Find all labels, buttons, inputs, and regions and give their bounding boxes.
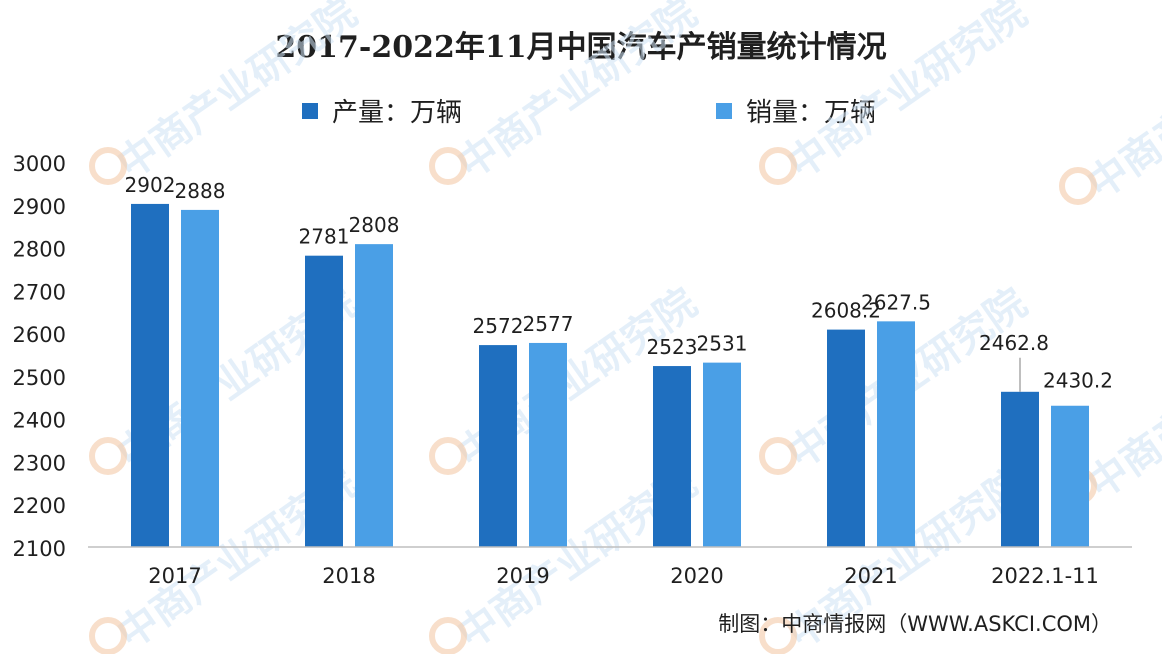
data-label-production: 2523 [647, 335, 698, 359]
data-label-production: 2781 [299, 225, 350, 249]
data-label-sales: 2531 [697, 332, 748, 356]
legend-item-sales: 销量：万辆 [716, 92, 876, 129]
watermark-logo-icon [429, 437, 467, 475]
y-tick-label: 3000 [13, 152, 66, 176]
y-tick-label: 2800 [13, 238, 66, 262]
bar-production [653, 366, 691, 547]
watermark-logo-icon [1059, 167, 1097, 205]
data-label-sales: 2430.2 [1043, 369, 1113, 393]
x-tick-label: 2022.1-11 [991, 564, 1099, 588]
bar-production [479, 345, 517, 547]
watermark-text: 中商产业研究院 [779, 0, 1035, 188]
bar-production [827, 329, 865, 547]
x-tick-label: 2021 [844, 564, 897, 588]
y-tick-label: 2900 [13, 195, 66, 219]
data-label-sales: 2577 [523, 312, 574, 336]
y-tick-label: 2300 [13, 451, 66, 475]
bar-production [305, 255, 343, 547]
watermark-logo-icon [89, 147, 127, 185]
bar-production [1001, 391, 1039, 547]
legend-swatch-production [302, 102, 318, 119]
watermark-logo-icon [759, 147, 797, 185]
data-label-sales: 2627.5 [861, 290, 931, 314]
bar-sales [529, 342, 567, 547]
y-tick-label: 2400 [13, 409, 66, 433]
watermark-text: 中商产业研究院 [449, 0, 705, 188]
data-label-sales: 2808 [349, 213, 400, 237]
x-axis: 2017 2018 2019 2020 2021 2022.1-11 [88, 546, 1132, 588]
data-label-production: 2572 [473, 314, 524, 338]
bar-sales [877, 321, 915, 547]
watermark-text: 中商产业研究院 [109, 0, 365, 188]
legend: 产量：万辆 销量：万辆 [0, 92, 1162, 132]
bars: 2902 2888 2781 2808 2572 2577 2523 2531 2608.226… [125, 173, 1113, 547]
legend-label-production: 产量：万辆 [332, 98, 463, 128]
data-label-production: 2608.2 [811, 299, 881, 323]
watermark-logo-icon [429, 147, 467, 185]
bar-sales [703, 362, 741, 547]
bar-sales [181, 209, 219, 547]
y-tick-label: 2200 [13, 494, 66, 518]
watermark-logo-icon [759, 617, 797, 654]
data-label-production: 2902 [125, 173, 176, 197]
y-tick-label: 2500 [13, 366, 66, 390]
data-label-sales: 2888 [175, 179, 226, 203]
legend-label-sales: 销量：万辆 [746, 98, 877, 128]
y-tick-label: 2100 [13, 537, 66, 561]
watermark-logo-icon [89, 617, 127, 654]
bar-sales [1051, 405, 1089, 547]
y-tick-label: 2600 [13, 323, 66, 347]
legend-swatch-sales [716, 102, 732, 119]
y-axis: 2100 2200 2300 2400 2500 2600 2700 2800 2900 3000 [13, 152, 66, 561]
x-tick-label: 2020 [670, 564, 723, 588]
chart-title: 2017-2022年11月中国汽车产销量统计情况 [275, 30, 887, 65]
x-tick-label: 2019 [496, 564, 549, 588]
y-tick-label: 2700 [13, 280, 66, 304]
watermark-logo-icon [759, 437, 797, 475]
legend-item-production: 产量：万辆 [302, 92, 462, 129]
bar-production [131, 203, 169, 547]
x-tick-label: 2018 [322, 564, 375, 588]
data-label-production: 2462.8 [979, 331, 1049, 355]
bar-sales [355, 244, 393, 547]
watermark-logo-icon [89, 437, 127, 475]
watermark-logo-icon [429, 617, 467, 654]
source-note: 制图：中商情报网（WWW.ASKCI.COM） [718, 612, 1112, 636]
x-tick-label: 2017 [148, 564, 201, 588]
